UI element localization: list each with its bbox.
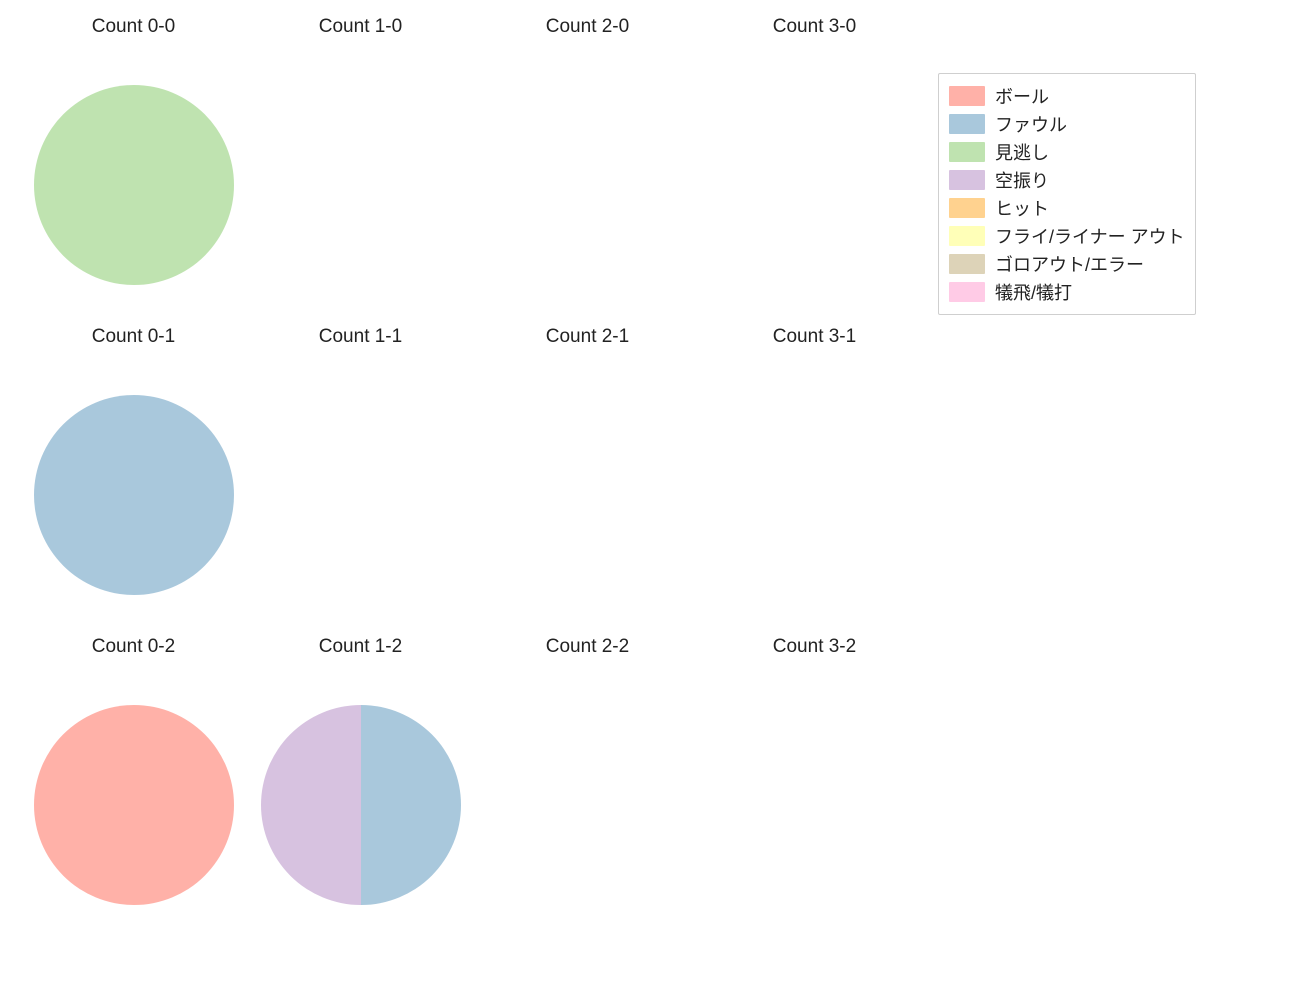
cell-7: Count 3-1 bbox=[701, 320, 928, 630]
cell-title: Count 0-2 bbox=[20, 636, 247, 658]
legend-swatch bbox=[949, 282, 985, 302]
cell-5: Count 1-1 bbox=[247, 320, 474, 630]
legend-row: ゴロアウト/エラー bbox=[949, 250, 1185, 278]
legend-swatch bbox=[949, 198, 985, 218]
cell-0: Count 0-0100.0 bbox=[20, 10, 247, 320]
legend-swatch bbox=[949, 226, 985, 246]
canvas: Count 0-0100.0Count 1-0Count 2-0Count 3-… bbox=[0, 0, 1300, 1000]
cell-4: Count 0-1100.0 bbox=[20, 320, 247, 630]
legend-label: ファウル bbox=[995, 111, 1067, 137]
cell-10: Count 2-2 bbox=[474, 630, 701, 940]
legend-swatch bbox=[949, 142, 985, 162]
pie bbox=[261, 705, 461, 905]
cell-title: Count 3-0 bbox=[701, 16, 928, 38]
legend-row: フライ/ライナー アウト bbox=[949, 222, 1185, 250]
legend-label: 見逃し bbox=[995, 139, 1049, 165]
pie bbox=[34, 705, 234, 905]
cell-title: Count 0-0 bbox=[20, 16, 247, 38]
legend-row: ファウル bbox=[949, 110, 1185, 138]
legend-row: 犠飛/犠打 bbox=[949, 278, 1185, 306]
cell-title: Count 1-2 bbox=[247, 636, 474, 658]
legend-row: ボール bbox=[949, 82, 1185, 110]
legend-label: ボール bbox=[995, 83, 1049, 109]
legend-label: 空振り bbox=[995, 167, 1049, 193]
cell-8: Count 0-2100.0 bbox=[20, 630, 247, 940]
cell-title: Count 0-1 bbox=[20, 326, 247, 348]
legend-label: フライ/ライナー アウト bbox=[995, 223, 1185, 249]
cell-title: Count 3-2 bbox=[701, 636, 928, 658]
cell-title: Count 1-0 bbox=[247, 16, 474, 38]
cell-6: Count 2-1 bbox=[474, 320, 701, 630]
cell-3: Count 3-0 bbox=[701, 10, 928, 320]
legend: ボールファウル見逃し空振りヒットフライ/ライナー アウトゴロアウト/エラー犠飛/… bbox=[938, 73, 1196, 315]
legend-label: 犠飛/犠打 bbox=[995, 279, 1072, 305]
cell-title: Count 3-1 bbox=[701, 326, 928, 348]
cell-2: Count 2-0 bbox=[474, 10, 701, 320]
legend-row: 空振り bbox=[949, 166, 1185, 194]
pie bbox=[34, 85, 234, 285]
legend-row: ヒット bbox=[949, 194, 1185, 222]
legend-swatch bbox=[949, 254, 985, 274]
cell-title: Count 2-1 bbox=[474, 326, 701, 348]
legend-row: 見逃し bbox=[949, 138, 1185, 166]
cell-9: Count 1-250.050.0 bbox=[247, 630, 474, 940]
cell-11: Count 3-2 bbox=[701, 630, 928, 940]
pie bbox=[34, 395, 234, 595]
pie-grid: Count 0-0100.0Count 1-0Count 2-0Count 3-… bbox=[20, 10, 930, 940]
cell-title: Count 2-2 bbox=[474, 636, 701, 658]
legend-swatch bbox=[949, 170, 985, 190]
cell-title: Count 1-1 bbox=[247, 326, 474, 348]
legend-swatch bbox=[949, 86, 985, 106]
legend-label: ゴロアウト/エラー bbox=[995, 251, 1144, 277]
cell-title: Count 2-0 bbox=[474, 16, 701, 38]
legend-swatch bbox=[949, 114, 985, 134]
cell-1: Count 1-0 bbox=[247, 10, 474, 320]
legend-label: ヒット bbox=[995, 195, 1049, 221]
